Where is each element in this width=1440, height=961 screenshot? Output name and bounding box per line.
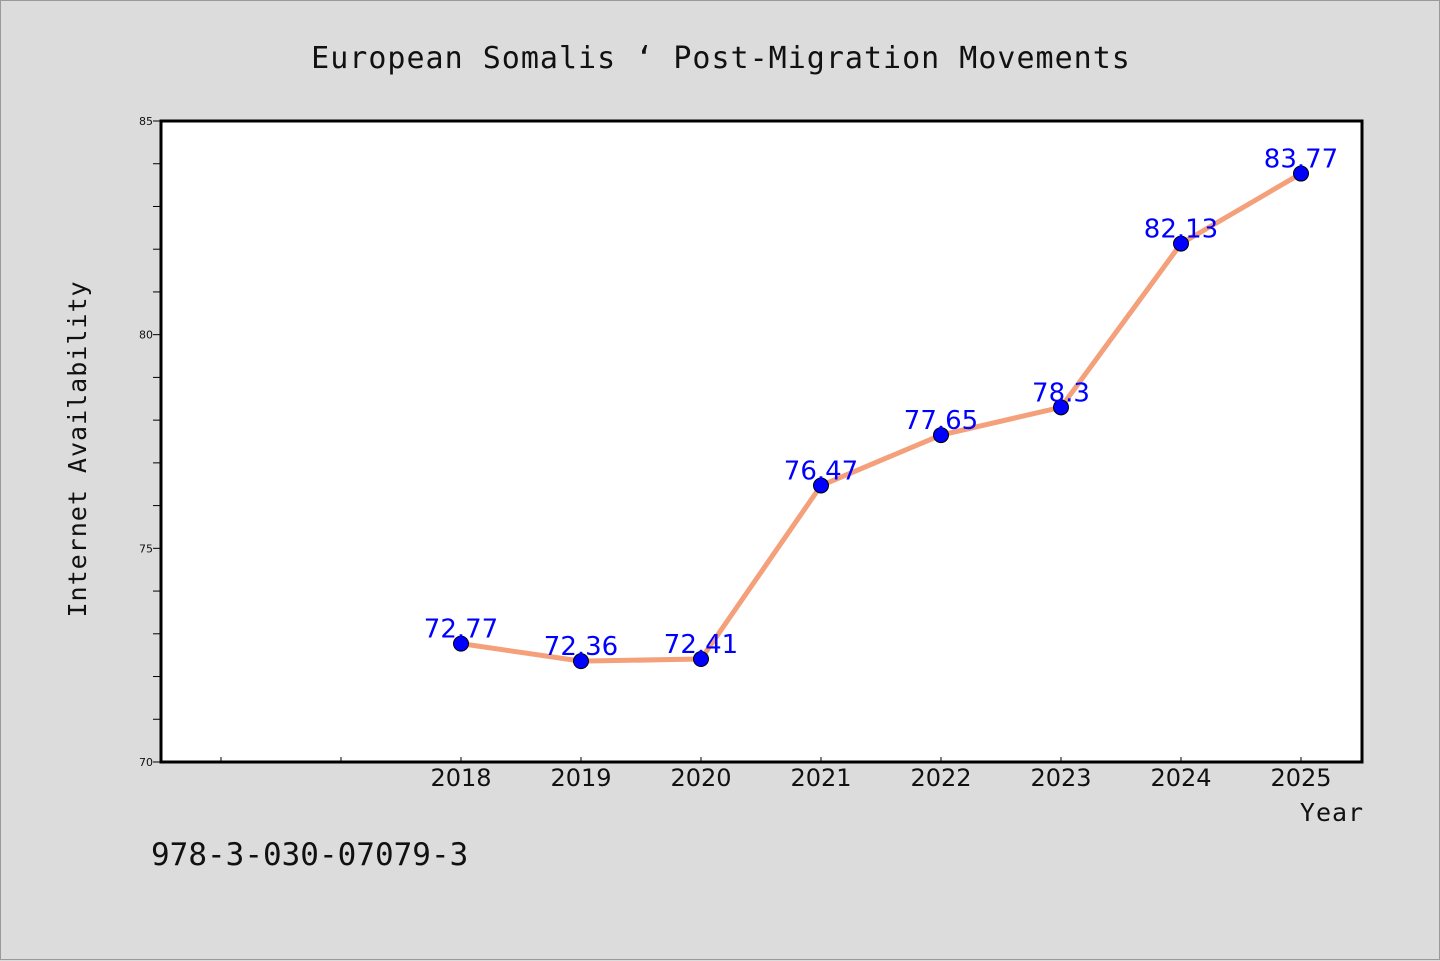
data-point [1173,235,1189,252]
data-label: 83.77 [1264,145,1338,175]
x-tick-label: 2024 [1150,764,1211,792]
y-axis-label: Internet Availability [63,280,92,617]
data-label: 76.47 [784,457,858,487]
chart-title: European Somalis ‘ Post-Migration Moveme… [311,41,1131,76]
data-label: 72.36 [544,632,618,662]
data-label: 72.77 [424,615,498,645]
data-label: 78.3 [1032,378,1090,408]
data-point [453,635,469,652]
x-tick-label: 2023 [1030,764,1091,792]
data-label: 72.41 [664,630,738,660]
y-tick-label: 80 [139,329,153,342]
x-tick-label: 2019 [550,764,611,792]
x-axis: 2018 2019 2020 2021 2022 2023 2024 2025 [220,757,1332,792]
data-point [933,427,949,444]
data-point [1293,165,1309,182]
x-tick-label: 2025 [1270,764,1331,792]
plot-area [159,119,1364,764]
y-tick-label: 75 [139,542,153,555]
data-point [813,477,829,494]
data-point [1053,399,1069,416]
series-line [458,171,1304,664]
x-tick-label: 2021 [790,764,851,792]
x-tick-label: 2020 [670,764,731,792]
isbn-text: 978-3-030-07079-3 [151,837,468,873]
data-label: 77.65 [904,406,978,436]
data-point [693,651,709,668]
data-labels: 72.77 72.36 72.41 76.47 77.65 78.3 82.13 83.77 [424,145,1338,663]
y-axis: 70 75 80 85 [139,115,161,769]
x-tick-label: 2022 [910,764,971,792]
x-axis-label: Year [1300,798,1364,827]
y-tick-label: 85 [139,115,153,128]
series-line-group [453,165,1309,670]
x-tick-label: 2018 [430,764,491,792]
data-point [573,653,589,670]
y-tick-label: 70 [139,756,153,769]
data-label: 82.13 [1144,215,1218,245]
